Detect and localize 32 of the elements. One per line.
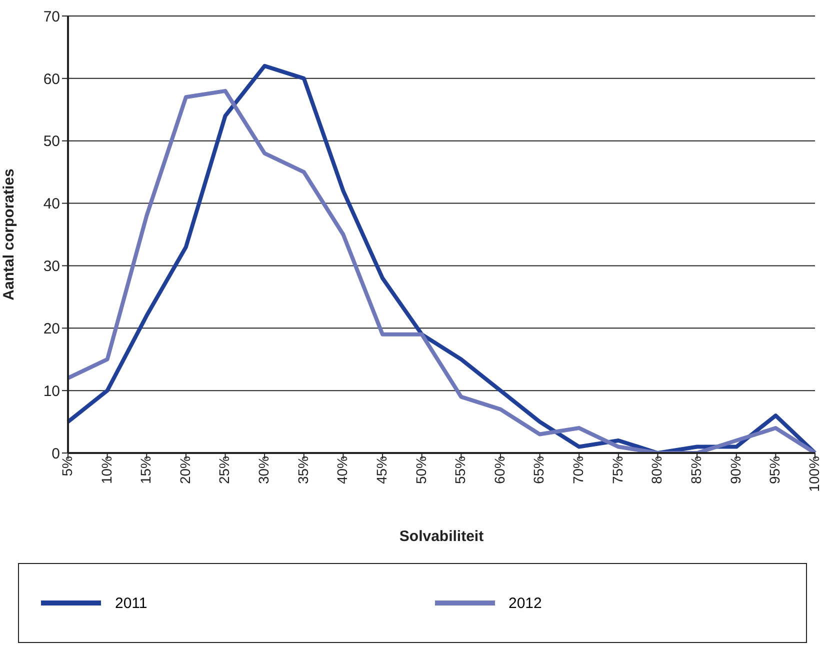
legend-label: 2011 — [115, 594, 148, 612]
y-tick-label: 60 — [43, 70, 60, 88]
x-tick-label: 25% — [216, 456, 232, 484]
x-tick-label: 65% — [530, 456, 547, 484]
y-tick-label: 70 — [43, 8, 60, 26]
x-tick-label: 80% — [648, 456, 665, 484]
x-tick-label: 60% — [491, 456, 508, 484]
x-tick-label: 90% — [727, 456, 744, 484]
y-tick-label: 50 — [43, 133, 60, 150]
x-tick-label: 70% — [570, 456, 586, 484]
x-tick-label: 5% — [58, 456, 75, 476]
x-tick-label: 35% — [294, 456, 311, 484]
x-tick-label: 95% — [766, 456, 783, 484]
x-tick-label: 30% — [256, 456, 272, 484]
legend-label: 2012 — [508, 594, 542, 612]
x-tick-label: 45% — [373, 456, 390, 484]
y-tick-label: 20 — [43, 320, 60, 338]
x-tick-label: 15% — [138, 456, 154, 484]
x-tick-label: 75% — [609, 456, 626, 484]
y-tick-label: 40 — [43, 196, 60, 213]
x-tick-label: 55% — [452, 456, 468, 484]
x-axis-title: Solvabiliteit — [399, 528, 484, 545]
y-axis-title: Aantal corporaties — [0, 168, 18, 300]
x-tick-label: 40% — [334, 456, 350, 484]
x-tick-label: 20% — [176, 456, 193, 484]
y-tick-label: 10 — [43, 382, 60, 400]
y-tick-label: 30 — [43, 258, 60, 276]
y-tick-label: 0 — [52, 445, 60, 462]
x-tick-label: 100% — [806, 456, 822, 492]
x-tick-label: 10% — [98, 456, 114, 484]
x-tick-label: 50% — [412, 456, 429, 484]
x-tick-label: 85% — [688, 456, 704, 484]
